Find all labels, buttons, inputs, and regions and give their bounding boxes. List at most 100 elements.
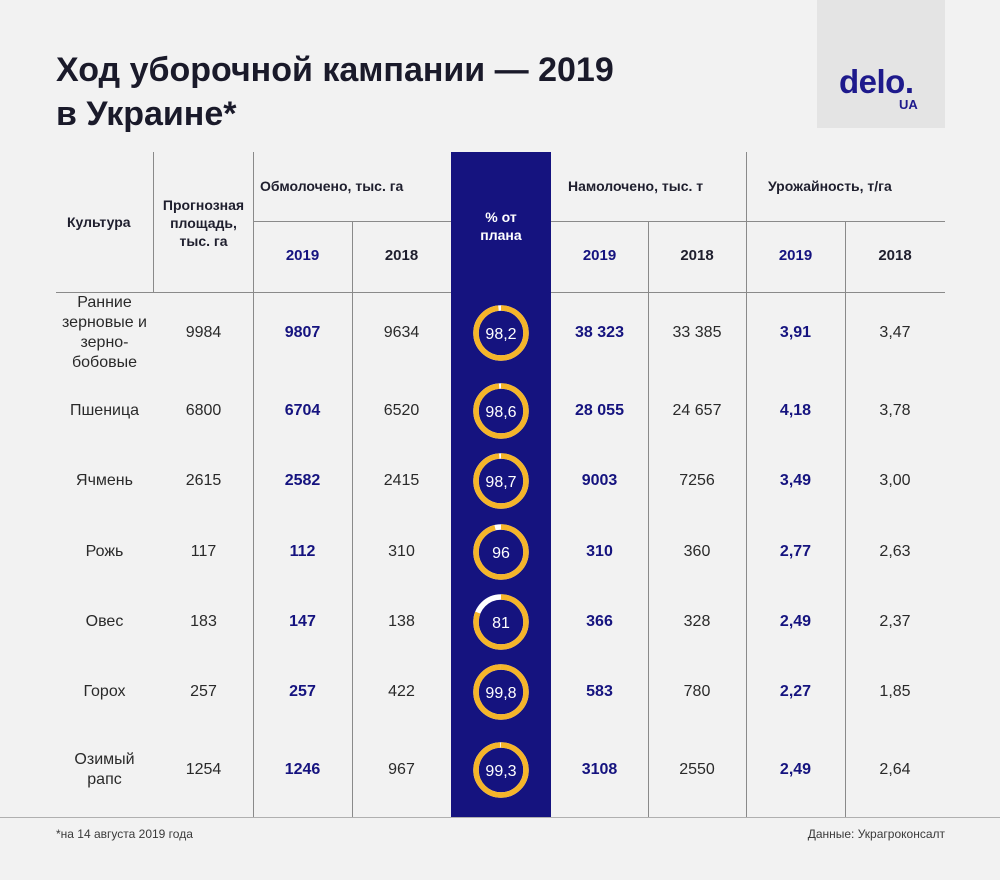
cell-yield-2018: 1,85 [879,683,911,700]
header-crop: Культура [67,214,131,230]
percent-ring: 98,6 [473,383,529,439]
cell-threshed-2018: 9634 [383,324,420,341]
source-note: Данные: Украгроконсалт [807,827,945,841]
percent-ring: 98,7 [473,453,529,509]
header-harvested-2019: 2019 [582,247,617,264]
cell-yield-2018: 2,37 [879,613,911,630]
cell-threshed-2019: 112 [289,543,316,560]
cell-harvested-2019: 366 [586,613,613,630]
cell-yield-2018: 3,78 [879,402,911,419]
cell-yield-2018: 2,63 [879,543,911,560]
percent-label: 98,7 [485,474,516,491]
cell-harvested-2018: 360 [683,543,711,560]
percent-ring: 99,8 [473,664,529,720]
cell-crop: Горох [83,683,126,700]
divider [153,152,154,292]
header-percent-line-1: % от [485,209,517,225]
cell-harvested-2019: 38 323 [575,324,624,341]
cell-area: 117 [190,543,217,560]
header-yield-2019: 2019 [778,247,813,264]
percent-label: 99,3 [485,763,516,780]
cell-yield-2019: 3,49 [779,472,812,489]
cell-crop: Ранние зерновые и зерно-бобовые [62,294,147,371]
cell-threshed-2018: 138 [388,613,415,630]
divider [0,817,1000,818]
percent-column-highlight [451,152,551,817]
cell-threshed-2019: 147 [289,613,316,630]
logo: delo. UA [817,0,945,128]
header-threshed-2019: 2019 [285,247,320,264]
cell-crop: Ячмень [76,472,133,489]
divider [551,292,945,293]
header-percent: % от плана [451,208,551,244]
cell-threshed-2018: 967 [388,761,415,778]
cell-harvested-2018: 780 [683,683,711,700]
logo-subtext: UA [899,97,918,112]
cell-area: 1254 [185,761,222,778]
cell-yield-2019: 2,49 [779,613,812,630]
cell-threshed-2019: 9807 [284,324,321,341]
cell-area: 257 [190,683,217,700]
header-area-line-1: Прогнозная [162,197,245,213]
cell-crop: Озимый рапс [74,751,135,788]
cell-area: 2615 [185,472,222,489]
cell-threshed-2019: 2582 [284,472,321,489]
footnote: *на 14 августа 2019 года [56,827,193,841]
logo-text: delo. [839,63,914,100]
chart-title: Ход уборочной кампании — 2019 в Украине* [56,48,614,136]
percent-ring-arc [473,664,529,720]
cell-yield-2019: 2,27 [779,683,812,700]
percent-ring-arc [473,524,529,580]
percent-ring-arc [473,383,529,439]
cell-yield-2019: 4,18 [779,402,812,419]
cell-threshed-2019: 6704 [284,402,321,419]
cell-harvested-2019: 3108 [581,761,618,778]
cell-harvested-2018: 7256 [679,472,715,489]
header-area: Прогнозная площадь, тыс. га [154,196,253,250]
percent-ring: 98,2 [473,305,529,361]
percent-label: 99,8 [485,685,516,702]
cell-crop: Пшеница [69,402,140,419]
percent-ring-arc [473,594,529,650]
cell-yield-2018: 2,64 [879,761,911,778]
percent-ring-arc [473,305,529,361]
header-threshed: Обмолочено, тыс. га [260,178,404,194]
divider [352,221,353,817]
header-harvested: Намолочено, тыс. т [568,178,704,194]
cell-crop: Рожь [85,543,124,560]
cell-harvested-2018: 328 [683,613,711,630]
cell-threshed-2019: 1246 [284,761,321,778]
percent-ring-arc [473,453,529,509]
cell-yield-2018: 3,47 [879,324,911,341]
divider [253,152,254,817]
cell-threshed-2018: 310 [388,543,415,560]
cell-threshed-2018: 2415 [383,472,420,489]
percent-ring: 81 [473,594,529,650]
cell-harvested-2018: 2550 [679,761,715,778]
divider [56,292,451,293]
cell-crop: Овес [85,613,124,630]
cell-area: 9984 [185,324,222,341]
percent-label: 98,6 [485,404,516,421]
divider [253,221,451,222]
cell-yield-2019: 3,91 [779,324,812,341]
header-yield-2018: 2018 [878,247,912,264]
title-line-1: Ход уборочной кампании — 2019 [56,51,614,89]
cell-harvested-2019: 9003 [581,472,618,489]
header-area-line-2: площадь, [170,215,237,231]
header-percent-line-2: плана [480,227,522,243]
cell-harvested-2019: 583 [586,683,613,700]
percent-label: 81 [492,615,510,632]
cell-harvested-2018: 24 657 [672,402,722,419]
cell-area: 6800 [185,402,222,419]
header-area-line-3: тыс. га [179,233,228,249]
divider [845,221,846,817]
cell-yield-2018: 3,00 [879,472,911,489]
divider [648,221,649,817]
header-yield: Урожайность, т/га [768,178,892,194]
divider [746,152,747,817]
header-threshed-2018: 2018 [384,247,419,264]
cell-threshed-2018: 422 [388,683,415,700]
cell-yield-2019: 2,77 [779,543,812,560]
cell-harvested-2019: 310 [586,543,613,560]
